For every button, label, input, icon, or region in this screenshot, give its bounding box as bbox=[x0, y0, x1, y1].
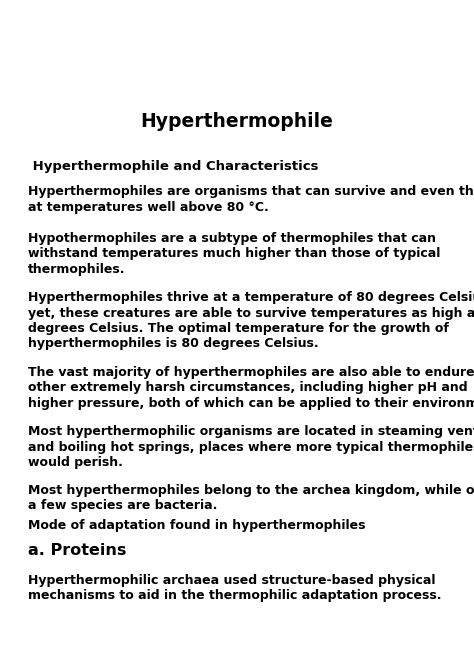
Text: Hyperthermophile: Hyperthermophile bbox=[141, 112, 333, 131]
Text: Hyperthermophile and Characteristics: Hyperthermophile and Characteristics bbox=[28, 160, 319, 173]
Text: a. Proteins: a. Proteins bbox=[28, 543, 127, 558]
Text: Hypothermophiles are a subtype of thermophiles that can
withstand temperatures m: Hypothermophiles are a subtype of thermo… bbox=[28, 232, 440, 276]
Text: The vast majority of hyperthermophiles are also able to endure
other extremely h: The vast majority of hyperthermophiles a… bbox=[28, 366, 474, 410]
Text: Mode of adaptation found in hyperthermophiles: Mode of adaptation found in hyperthermop… bbox=[28, 519, 365, 532]
Text: Most hyperthermophiles belong to the archea kingdom, while only
a few species ar: Most hyperthermophiles belong to the arc… bbox=[28, 484, 474, 513]
Text: Hyperthermophiles are organisms that can survive and even thrive
at temperatures: Hyperthermophiles are organisms that can… bbox=[28, 185, 474, 214]
Text: Hyperthermophiles thrive at a temperature of 80 degrees Celsius;
yet, these crea: Hyperthermophiles thrive at a temperatur… bbox=[28, 291, 474, 350]
Text: Hyperthermophilic archaea used structure-based physical
mechanisms to aid in the: Hyperthermophilic archaea used structure… bbox=[28, 574, 441, 602]
Text: Most hyperthermophilic organisms are located in steaming vents
and boiling hot s: Most hyperthermophilic organisms are loc… bbox=[28, 425, 474, 469]
